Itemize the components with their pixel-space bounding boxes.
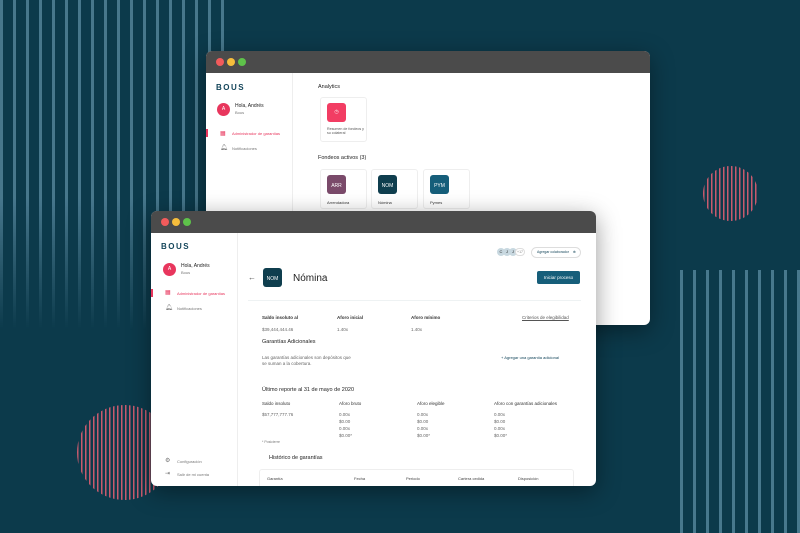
fondeo-card[interactable]: NOM Nómina — [371, 169, 418, 209]
collaborator-avatars[interactable]: C J J +17 — [497, 248, 525, 256]
close-dot[interactable] — [216, 58, 224, 66]
bell-icon: 🔔︎ — [220, 145, 228, 151]
close-dot[interactable] — [161, 218, 169, 226]
logout-icon: ⇥ — [165, 471, 171, 477]
analytics-card[interactable]: ◷ Resumen de fondeos y su colateral — [320, 97, 367, 142]
window-titlebar — [151, 211, 596, 233]
add-garantia-link[interactable]: + Agregar una garantía adicional — [501, 355, 559, 360]
user-name: Hola, Andrés — [181, 263, 210, 269]
back-arrow-icon[interactable]: ← — [248, 273, 256, 282]
maximize-dot[interactable] — [238, 58, 246, 66]
maximize-dot[interactable] — [183, 218, 191, 226]
logo: BOUS — [161, 242, 191, 251]
avatar: A — [163, 263, 176, 276]
gear-icon: ⚙ — [165, 458, 171, 464]
grid-icon: ▦ — [220, 131, 226, 137]
start-process-button[interactable]: Iniciar proceso — [537, 271, 580, 284]
add-collaborator-button[interactable]: Agregar colaborador ⊕ — [531, 247, 581, 258]
user-org: Bous — [235, 110, 245, 115]
window-titlebar — [206, 51, 650, 73]
sidebar-item-garantias[interactable]: Administrador de garantías — [232, 131, 281, 136]
garantias-title: Garantías Adicionales — [262, 339, 316, 345]
page-title: Nómina — [293, 273, 328, 284]
fondeo-card[interactable]: ARR Arrendadora — [320, 169, 367, 209]
decor-circle-right — [703, 166, 758, 221]
historico-title: Histórico de garantías — [269, 455, 323, 461]
user-org: Bous — [181, 270, 191, 275]
sidebar-item-garantias[interactable]: Administrador de garantías — [177, 291, 226, 296]
bell-icon: 🔔︎ — [165, 305, 173, 311]
chart-icon: ◷ — [327, 103, 346, 122]
sidebar-item-notificaciones[interactable]: Notificaciones — [232, 146, 257, 151]
sidebar-item-salir[interactable]: Salir de mi cuenta — [177, 472, 210, 477]
sidebar-item-notificaciones[interactable]: Notificaciones — [177, 306, 202, 311]
sidebar-item-configuracion[interactable]: Configuración — [177, 459, 202, 464]
avatar: A — [217, 103, 230, 116]
nomina-tile: NOM — [263, 268, 282, 287]
analytics-title: Analytics — [318, 84, 341, 90]
front-window: BOUS A Hola, Andrés Bous ▦ Administrador… — [151, 211, 596, 486]
logo: BOUS — [216, 83, 246, 92]
report-title: Último reporte al 31 de mayo de 2020 — [262, 387, 355, 393]
sidebar: BOUS A Hola, Andrés Bous ▦ Administrador… — [206, 73, 293, 325]
criteria-link[interactable]: Criterios de elegibilidad — [522, 315, 569, 320]
sidebar: BOUS A Hola, Andrés Bous ▦ Administrador… — [151, 233, 238, 486]
minimize-dot[interactable] — [172, 218, 180, 226]
plus-icon: ⊕ — [572, 250, 576, 254]
user-name: Hola, Andrés — [235, 103, 264, 109]
fondeo-card[interactable]: PYM Pymes — [423, 169, 470, 209]
grid-icon: ▦ — [165, 290, 171, 296]
decor-stripes-right — [680, 270, 800, 533]
minimize-dot[interactable] — [227, 58, 235, 66]
fondeos-title: Fondeos activos (3) — [318, 155, 367, 161]
footnote: * Posicierre — [262, 440, 280, 444]
historico-table: Garantía Fecha Periodo Cartera cedida Di… — [259, 469, 574, 486]
